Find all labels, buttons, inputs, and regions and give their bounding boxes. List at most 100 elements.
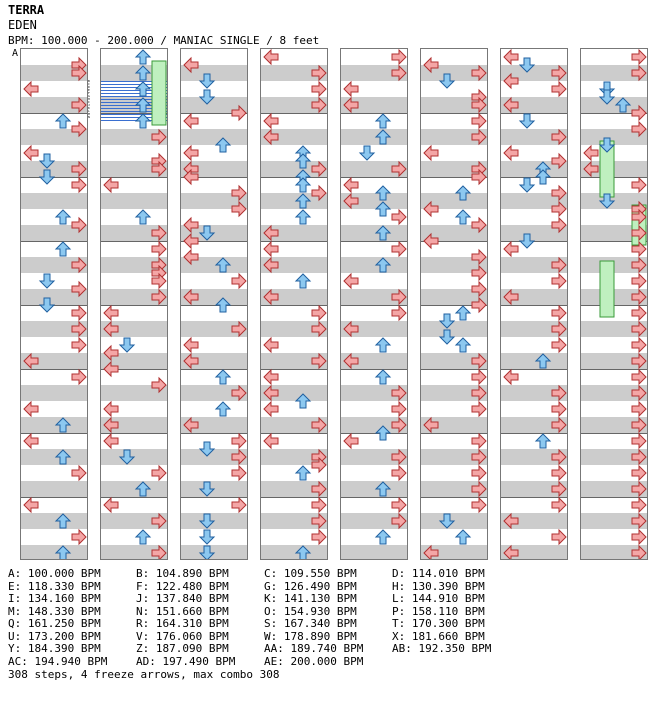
- step-arrow-left: [503, 96, 519, 114]
- measure-line: [421, 305, 487, 306]
- step-arrow-up: [214, 369, 232, 385]
- step-arrow-right: [71, 120, 87, 138]
- beat-stripe: [21, 289, 87, 305]
- step-arrow-right: [471, 352, 487, 370]
- step-arrow-right: [471, 480, 487, 498]
- beat-stripe: [261, 353, 327, 369]
- step-arrow-down: [118, 337, 136, 353]
- bpm-legend-entry: AA: 189.740 BPM: [264, 642, 364, 655]
- step-arrow-down: [198, 513, 216, 529]
- beat-stripe: [581, 65, 647, 81]
- note-layer: [583, 49, 647, 559]
- step-arrow-up: [374, 369, 392, 385]
- step-arrow-left: [263, 128, 279, 146]
- step-arrow-down: [198, 481, 216, 497]
- step-arrow-left: [263, 288, 279, 306]
- bpm-marker: J: [88, 103, 90, 107]
- note-layer: [503, 49, 567, 559]
- step-arrow-down: [518, 113, 536, 129]
- bpm-legend-entry: O: 154.930 BPM: [264, 604, 357, 618]
- step-arrow-up: [134, 97, 152, 113]
- beat-stripe: [421, 257, 487, 273]
- measure-line: [261, 113, 327, 114]
- step-arrow-right: [151, 160, 167, 178]
- step-arrow-left: [503, 512, 519, 530]
- beat-stripe: [101, 225, 167, 241]
- step-arrow-right: [551, 64, 567, 82]
- beat-stripe: [261, 225, 327, 241]
- step-arrow-right: [391, 64, 407, 82]
- beat-stripe: [261, 481, 327, 497]
- step-arrow-left: [23, 144, 39, 162]
- bpm-change-line: [101, 102, 167, 103]
- step-arrow-right: [551, 384, 567, 402]
- step-arrow-right: [631, 512, 647, 530]
- beat-stripe: [501, 417, 567, 433]
- step-arrow-right: [231, 320, 247, 338]
- step-arrow-up: [534, 433, 552, 449]
- beat-stripe: [341, 481, 407, 497]
- measure-line: [421, 433, 487, 434]
- beat-stripe: [421, 225, 487, 241]
- step-arrow-up: [534, 169, 552, 185]
- step-arrow-left: [183, 232, 199, 250]
- step-arrow-right: [471, 384, 487, 402]
- step-arrow-right: [631, 120, 647, 138]
- step-arrow-up: [454, 529, 472, 545]
- step-arrow-left: [263, 368, 279, 386]
- step-arrow-up: [134, 65, 152, 81]
- measure-line: [421, 369, 487, 370]
- step-arrow-up: [134, 81, 152, 97]
- bpm-change-line: [101, 90, 167, 91]
- step-arrow-up: [214, 137, 232, 153]
- bpm-legend-entry: AE: 200.000 BPM: [264, 654, 364, 668]
- step-arrow-left: [583, 144, 599, 162]
- beat-stripe: [261, 545, 327, 559]
- bpm-change-line: [101, 81, 167, 82]
- measure-line: [341, 433, 407, 434]
- note-layer: [343, 49, 407, 545]
- measure-line: [501, 113, 567, 114]
- step-arrow-right: [631, 400, 647, 418]
- step-arrow-right: [631, 64, 647, 82]
- step-arrow-up: [374, 425, 392, 441]
- measure-line: [181, 113, 247, 114]
- beat-stripe: [501, 449, 567, 465]
- beat-stripe: [341, 449, 407, 465]
- step-arrow-right: [471, 432, 487, 450]
- measure-line: [101, 241, 167, 242]
- step-arrow-right: [151, 512, 167, 530]
- step-arrow-up: [54, 241, 72, 257]
- chart-column-7: [500, 48, 568, 560]
- bpm-marker: E: [88, 88, 90, 92]
- beat-stripe: [101, 417, 167, 433]
- step-arrow-right: [631, 176, 647, 194]
- beat-stripe: [421, 481, 487, 497]
- step-arrow-right: [231, 200, 247, 218]
- bpm-legend-entry: W: 178.890 BPM: [264, 629, 357, 643]
- step-arrow-up: [454, 337, 472, 353]
- step-arrow-up: [294, 393, 312, 409]
- measure-line: [341, 113, 407, 114]
- beat-stripe: [341, 417, 407, 433]
- step-arrow-right: [151, 376, 167, 394]
- step-arrow-up: [454, 305, 472, 321]
- step-arrow-left: [103, 432, 119, 450]
- step-arrow-right: [231, 184, 247, 202]
- beat-stripe: [261, 129, 327, 145]
- step-arrow-right: [391, 304, 407, 322]
- bpm-legend-entry: M: 148.330 BPM: [8, 604, 101, 618]
- step-arrow-right: [71, 256, 87, 274]
- step-arrow-left: [343, 272, 359, 290]
- beat-stripe: [261, 385, 327, 401]
- step-arrow-right: [631, 240, 647, 258]
- step-arrow-left: [183, 112, 199, 130]
- step-arrow-right: [471, 264, 487, 282]
- beat-stripe: [101, 257, 167, 273]
- beat-stripe: [261, 321, 327, 337]
- bpm-change-line: [101, 96, 167, 97]
- step-arrow-right: [151, 272, 167, 290]
- step-arrow-right: [391, 496, 407, 514]
- beat-stripe: [501, 385, 567, 401]
